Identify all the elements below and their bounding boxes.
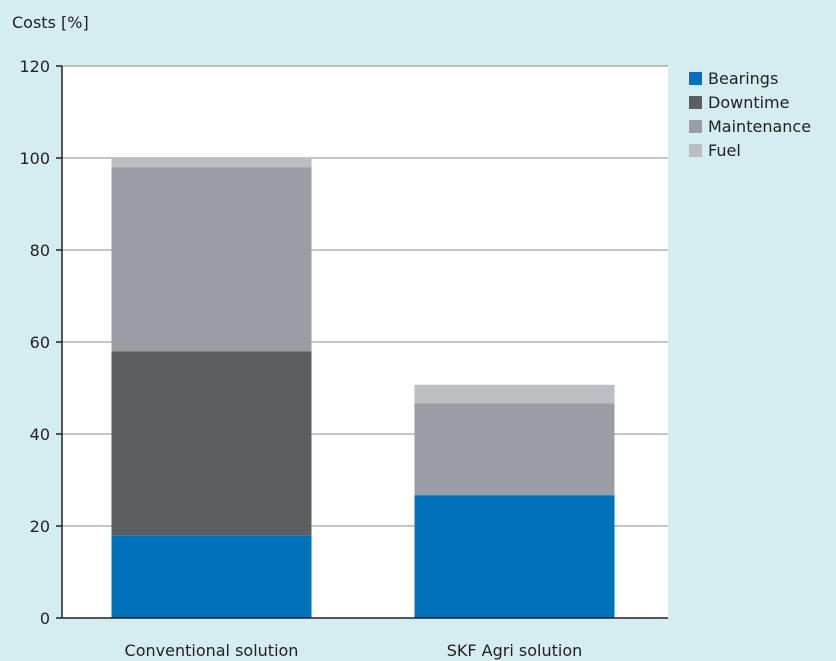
legend-swatch	[689, 71, 702, 85]
x-tick-labels: Conventional solution SKF Agri solution	[125, 641, 583, 660]
legend-label: Bearings	[708, 68, 779, 88]
legend: Bearings Downtime Maintenance Fuel	[689, 66, 811, 162]
bar-segment-downtime	[111, 351, 312, 536]
y-tick-labels: 0 20 40 60 80 100 120	[19, 57, 50, 628]
bar-segment-fuel	[111, 158, 312, 168]
x-tick-label: SKF Agri solution	[447, 641, 583, 660]
x-tick-label: Conventional solution	[125, 641, 299, 660]
axes	[61, 66, 668, 619]
y-tick-label: 0	[40, 609, 50, 628]
bars	[111, 158, 615, 618]
legend-item: Maintenance	[689, 114, 811, 138]
legend-item: Bearings	[689, 66, 811, 90]
y-tick-label: 100	[19, 149, 50, 168]
legend-swatch	[689, 119, 702, 133]
y-tick-label: 60	[30, 333, 50, 352]
bar-segment-maintenance	[414, 403, 615, 496]
y-tick-label: 20	[30, 517, 50, 536]
y-tick-label: 40	[30, 425, 50, 444]
legend-item: Downtime	[689, 90, 811, 114]
legend-swatch	[689, 143, 702, 157]
bar-segment-bearings	[414, 495, 615, 618]
legend-label: Downtime	[708, 92, 790, 112]
bar-segment-bearings	[111, 535, 312, 618]
legend-label: Maintenance	[708, 116, 812, 136]
legend-item: Fuel	[689, 138, 811, 162]
legend-swatch	[689, 95, 702, 109]
bar-segment-maintenance	[111, 167, 312, 352]
bar-segment-fuel	[414, 384, 615, 404]
legend-label: Fuel	[708, 140, 741, 160]
y-axis-label: Costs [%]	[12, 13, 89, 32]
y-tick-label: 80	[30, 241, 50, 260]
y-tick-label: 120	[19, 57, 50, 76]
